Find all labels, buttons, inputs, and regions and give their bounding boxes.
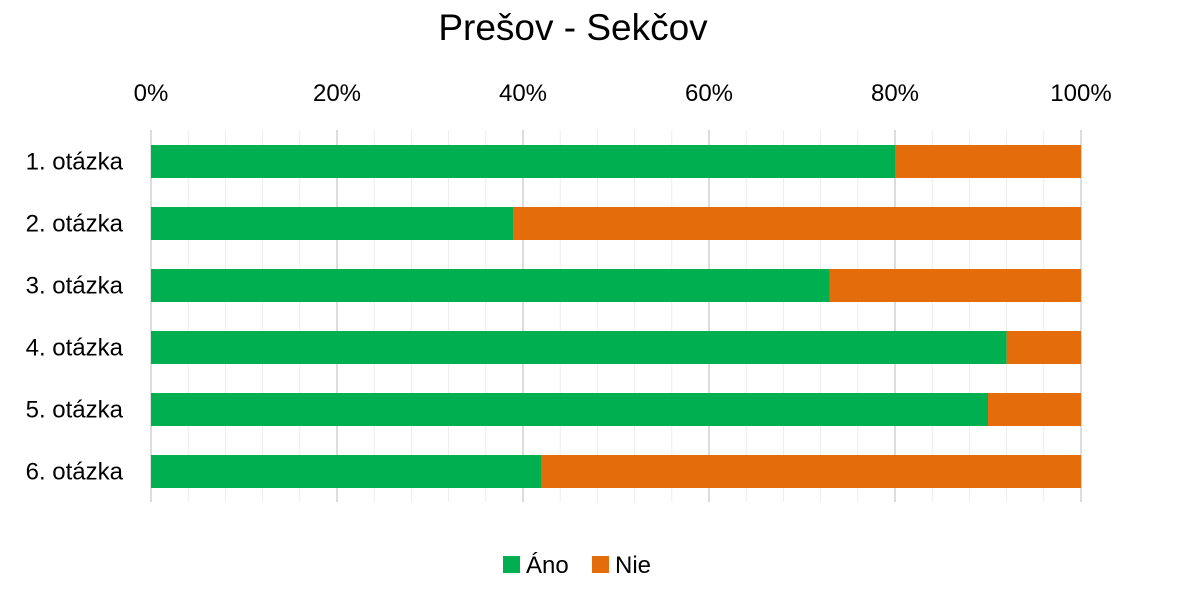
bar-segment-ano <box>151 207 514 240</box>
bars <box>151 145 1081 488</box>
bar-segment-ano <box>151 331 1007 364</box>
x-tick-label: 40% <box>499 80 547 107</box>
chart-title: Prešov - Sekčov <box>438 7 708 48</box>
category-label: 6. otázka <box>26 459 124 486</box>
legend-swatch <box>503 556 520 573</box>
bar-segment-nie <box>988 393 1081 426</box>
bar-segment-nie <box>1006 331 1081 364</box>
bar-segment-nie <box>895 145 1081 178</box>
category-label: 4. otázka <box>26 335 124 362</box>
bar-segment-nie <box>513 207 1081 240</box>
bar-segment-ano <box>151 393 988 426</box>
x-tick-label: 0% <box>134 80 169 107</box>
category-label: 3. otázka <box>26 273 124 300</box>
bar-segment-nie <box>541 455 1081 488</box>
y-axis-category-labels: 1. otázka 2. otázka 3. otázka 4. otázka 5. o… <box>26 149 124 486</box>
x-tick-label: 20% <box>313 80 361 107</box>
legend-label: Áno <box>526 552 569 579</box>
gridlines <box>150 130 1082 502</box>
bar-segment-ano <box>151 269 830 302</box>
legend-swatch <box>592 556 609 573</box>
category-label: 1. otázka <box>26 149 124 176</box>
bar-segment-nie <box>829 269 1081 302</box>
bar-segment-ano <box>151 145 895 178</box>
x-tick-label: 80% <box>871 80 919 107</box>
legend-label: Nie <box>615 552 651 579</box>
category-label: 5. otázka <box>26 397 124 424</box>
x-tick-label: 100% <box>1050 80 1111 107</box>
legend: Áno Nie <box>503 552 651 579</box>
bar-segment-ano <box>151 455 542 488</box>
x-tick-label: 60% <box>685 80 733 107</box>
category-label: 2. otázka <box>26 211 124 238</box>
x-axis-tick-labels: 0% 20% 40% 60% 80% 100% <box>134 80 1112 107</box>
